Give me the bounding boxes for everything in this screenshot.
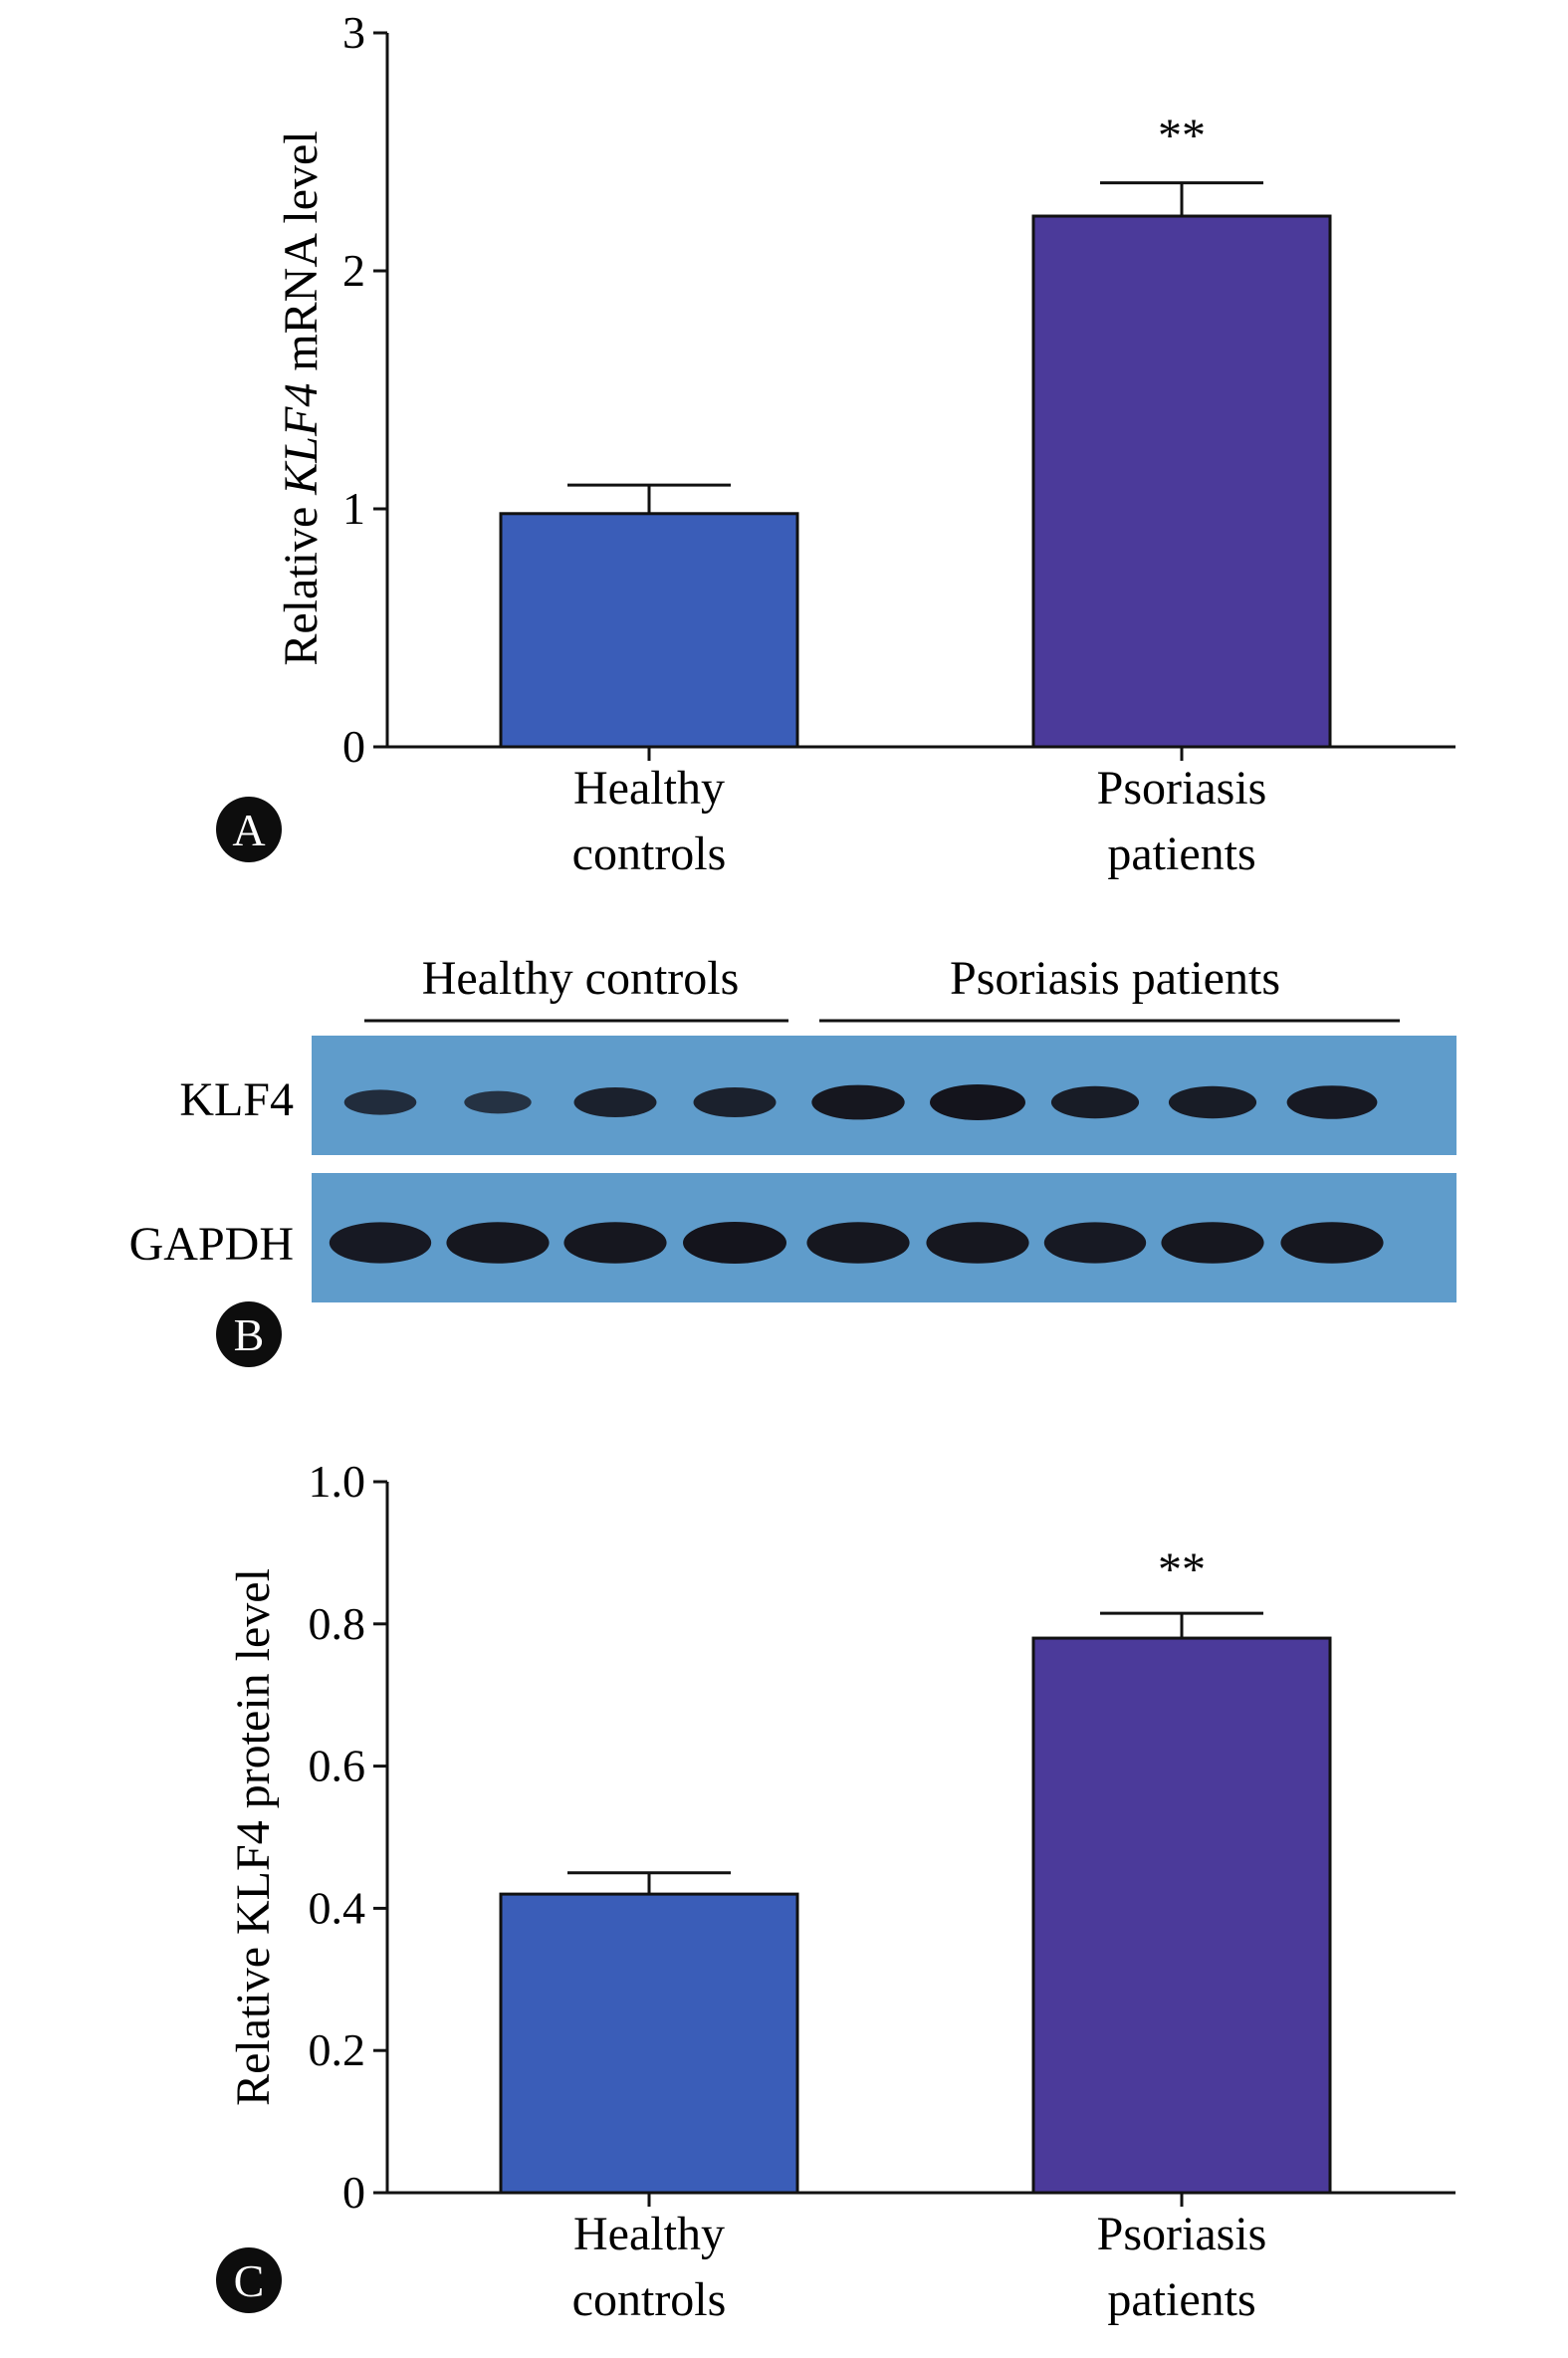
panel-c-bar <box>1031 1636 1332 2195</box>
panel-a-category-label: Healthy <box>573 762 725 815</box>
svg-text:A: A <box>232 805 265 855</box>
blot-band-gapdh <box>926 1222 1029 1264</box>
panel-c-y-tick-label: 0.6 <box>309 1741 366 1791</box>
blot-band-klf4 <box>693 1087 777 1117</box>
blot-group-label: Healthy controls <box>422 952 740 1005</box>
panel-b-letter-badge: B <box>216 1301 282 1367</box>
blot-band-gapdh <box>1280 1222 1384 1264</box>
panel-c-chart: 0 0.2 0.4 0.6 0.8 1.0 Healthy controls Psoria… <box>227 1456 1456 2326</box>
blot-band-klf4 <box>573 1087 657 1117</box>
panel-a-category-label: patients <box>1107 827 1255 880</box>
svg-text:B: B <box>234 1309 265 1360</box>
svg-text:C: C <box>234 2255 265 2306</box>
blot-group-label: Psoriasis patients <box>950 952 1280 1005</box>
panel-a-y-tick-label: 0 <box>342 721 365 772</box>
panel-a-bar <box>499 512 799 749</box>
panel-c-y-axis-title: Relative KLF4 protein level <box>227 1568 280 2106</box>
blot-band-klf4 <box>464 1090 532 1114</box>
panel-a-chart: 0 1 2 3 Healthy controls Psoriasis patients… <box>275 7 1456 880</box>
panel-c-category-label: patients <box>1107 2273 1255 2326</box>
panel-c-y-tick-label: 1.0 <box>309 1456 366 1507</box>
blot-row-label: GAPDH <box>129 1218 294 1271</box>
blot-band-klf4 <box>1168 1085 1257 1119</box>
panel-c-category-label: Healthy <box>573 2208 725 2260</box>
panel-c-bar <box>499 1892 799 2195</box>
panel-c-significance-marker: ** <box>1158 1543 1206 1596</box>
blot-band-gapdh <box>1043 1222 1147 1264</box>
blot-band-klf4 <box>1050 1085 1140 1119</box>
blot-band-gapdh <box>329 1222 432 1264</box>
blot-band-gapdh <box>806 1222 910 1264</box>
blot-band-klf4 <box>343 1089 417 1115</box>
panel-a-bar <box>1031 214 1332 749</box>
panel-a-significance-marker: ** <box>1158 110 1206 162</box>
panel-a-y-axis-title: Relative KLF4 mRNA level <box>275 130 328 665</box>
blot-band-klf4 <box>811 1084 905 1120</box>
panel-b-western-blot: Healthy controls Psoriasis patients KLF4… <box>129 952 1456 1302</box>
blot-band-gapdh <box>683 1222 786 1264</box>
panel-c-category-label: Psoriasis <box>1097 2208 1267 2260</box>
blot-band-gapdh <box>1161 1222 1264 1264</box>
blot-band-klf4 <box>1286 1085 1378 1119</box>
panel-c-y-tick-label: 0 <box>342 2167 365 2218</box>
panel-a-y-tick-label: 2 <box>342 245 365 296</box>
panel-a-category-label: controls <box>572 827 727 880</box>
panel-c-category-label: controls <box>572 2273 727 2326</box>
panel-a-y-tick-label: 1 <box>342 483 365 534</box>
panel-a-letter-badge: A <box>216 797 282 862</box>
panel-c-letter-badge: C <box>216 2247 282 2313</box>
panel-c-y-tick-label: 0.2 <box>309 2024 366 2075</box>
blot-band-gapdh <box>563 1222 667 1264</box>
blot-row-label: KLF4 <box>179 1073 294 1126</box>
panel-c-y-tick-label: 0.4 <box>309 1882 366 1933</box>
blot-band-gapdh <box>446 1222 550 1264</box>
panel-a-category-label: Psoriasis <box>1097 762 1267 815</box>
panel-c-y-tick-label: 0.8 <box>309 1598 366 1649</box>
panel-a-y-tick-label: 3 <box>342 7 365 58</box>
blot-band-klf4 <box>930 1084 1025 1120</box>
